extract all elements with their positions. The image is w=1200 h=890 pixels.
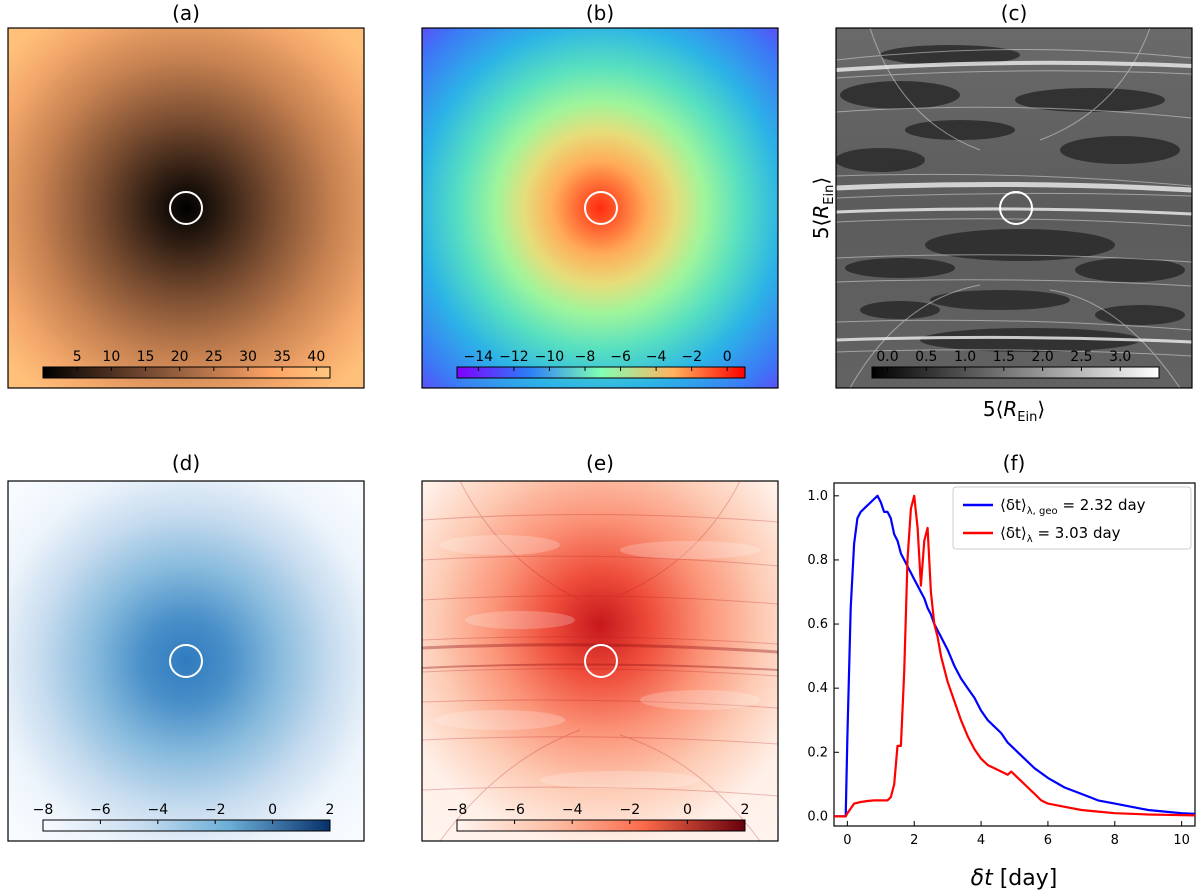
panel-c-frame <box>835 27 1193 389</box>
colorbar-tick-label: −4 <box>562 802 583 818</box>
colorbar-tick-label: 25 <box>205 349 223 365</box>
colorbar-e: −8 −6 −4 −2 0 2 <box>447 802 750 832</box>
colorbar-tick-label: −8 <box>33 802 54 818</box>
panel-e-frame <box>421 480 779 842</box>
panel-e: (e) <box>421 451 779 842</box>
colorbar-gradient <box>871 366 1160 379</box>
colorbar-tick-label: 1.0 <box>954 349 976 365</box>
legend-label-lambda: ⟨δt⟩λ = 3.03 day <box>1000 524 1121 545</box>
x-tick-label: 6 <box>1044 833 1052 848</box>
colorbar-gradient <box>42 819 331 832</box>
colorbar-tick-label: 0 <box>723 349 732 365</box>
colorbar-tick-label: −8 <box>447 802 468 818</box>
x-tick-label: 8 <box>1111 833 1119 848</box>
colorbar-gradient <box>456 366 746 379</box>
y-tick-label: 0.0 <box>807 809 828 824</box>
colorbar-d: −8 −6 −4 −2 0 2 <box>33 802 335 832</box>
colorbar-tick-label: 0.5 <box>915 349 937 365</box>
panel-c-ylabel: 5⟨REin⟩ <box>809 177 837 239</box>
chart-legend: ⟨δt⟩λ, geo = 2.32 day ⟨δt⟩λ = 3.03 day <box>952 486 1192 550</box>
colorbar-tick-label: −12 <box>499 349 529 365</box>
colorbar-tick-label: 2.5 <box>1070 349 1092 365</box>
panel-f: (f) 0 2 4 6 8 10 0.0 0.2 0.4 0.6 0.8 1.0 δt [day] ⟨… <box>807 451 1196 890</box>
panel-d: (d) −8 −6 −4 −2 0 2 <box>7 451 365 842</box>
colorbar-tick-label: 3.0 <box>1109 349 1131 365</box>
colorbar-b: −14 −12 −10 −8 −6 −4 −2 0 <box>456 349 746 379</box>
series-line-lambda <box>834 494 1195 818</box>
series-line-geo <box>834 494 1195 818</box>
panel-b-image <box>421 27 779 389</box>
panel-c-title: (c) <box>1001 1 1028 25</box>
colorbar-tick-label: 2.0 <box>1032 349 1054 365</box>
colorbar-tick-label: 35 <box>273 349 291 365</box>
colorbar-tick-label: 30 <box>239 349 257 365</box>
colorbar-tick-label: −8 <box>575 349 596 365</box>
x-tick-label: 10 <box>1173 833 1190 848</box>
colorbar-tick-label: −2 <box>681 349 702 365</box>
panel-a-source-circle <box>169 191 203 225</box>
colorbar-tick-label: −10 <box>535 349 565 365</box>
panel-e-source-circle <box>584 644 618 678</box>
chart-xlabel: δt [day] <box>971 866 1058 890</box>
panel-e-title: (e) <box>586 451 614 475</box>
panel-d-source-circle <box>169 644 203 678</box>
colorbar-tick-label: −4 <box>646 349 667 365</box>
panel-c-xlabel: 5⟨REin⟩ <box>983 397 1045 425</box>
colorbar-tick-label: −14 <box>464 349 494 365</box>
colorbar-tick-label: 0 <box>268 802 277 818</box>
colorbar-tick-label: −4 <box>147 802 168 818</box>
colorbar-c: 0.0 0.5 1.0 1.5 2.0 2.5 3.0 <box>871 349 1160 379</box>
panel-a: (a) 5 10 15 20 25 30 35 40 <box>7 1 365 389</box>
y-tick-label: 0.6 <box>807 617 828 632</box>
colorbar-tick-label: 1.5 <box>993 349 1015 365</box>
y-tick-label: 0.8 <box>807 553 828 568</box>
colorbar-tick-label: −6 <box>90 802 111 818</box>
x-tick-label: 4 <box>977 833 985 848</box>
panel-c: (c) <box>809 1 1193 425</box>
legend-label-geo: ⟨δt⟩λ, geo = 2.32 day <box>1000 496 1146 517</box>
colorbar-tick-label: 2 <box>741 802 750 818</box>
colorbar-tick-label: 5 <box>73 349 82 365</box>
colorbar-tick-label: 10 <box>102 349 120 365</box>
x-tick-label: 0 <box>843 833 851 848</box>
colorbar-a: 5 10 15 20 25 30 35 40 <box>42 349 331 379</box>
colorbar-tick-label: 20 <box>171 349 189 365</box>
chart-axes: 0 2 4 6 8 10 0.0 0.2 0.4 0.6 0.8 1.0 <box>807 489 1190 848</box>
panel-b-title: (b) <box>586 1 614 25</box>
colorbar-tick-label: −6 <box>504 802 525 818</box>
colorbar-tick-label: 15 <box>137 349 155 365</box>
chart-title: (f) <box>1003 451 1026 475</box>
panel-c-source-circle <box>999 191 1033 225</box>
panel-a-title: (a) <box>172 1 200 25</box>
chart-series <box>834 494 1195 818</box>
panel-b-source-circle <box>584 191 618 225</box>
colorbar-tick-label: −2 <box>619 802 640 818</box>
panel-b: (b) −14 −12 −10 −8 −6 −4 −2 0 <box>421 1 779 389</box>
x-tick-label: 2 <box>910 833 918 848</box>
y-tick-label: 1.0 <box>807 489 828 504</box>
y-tick-label: 0.2 <box>807 745 828 760</box>
colorbar-tick-label: 0 <box>683 802 692 818</box>
panel-e-image <box>422 481 778 841</box>
colorbar-tick-label: 2 <box>326 802 335 818</box>
y-tick-label: 0.4 <box>807 681 828 696</box>
colorbar-tick-label: −2 <box>205 802 226 818</box>
colorbar-tick-label: −6 <box>610 349 631 365</box>
colorbar-gradient <box>42 366 331 379</box>
colorbar-gradient <box>456 819 746 832</box>
panel-a-image <box>7 27 365 389</box>
panel-d-image <box>7 480 365 842</box>
panel-c-image <box>836 28 1192 388</box>
panel-d-title: (d) <box>172 451 200 475</box>
colorbar-tick-label: 0.0 <box>876 349 898 365</box>
colorbar-tick-label: 40 <box>307 349 325 365</box>
